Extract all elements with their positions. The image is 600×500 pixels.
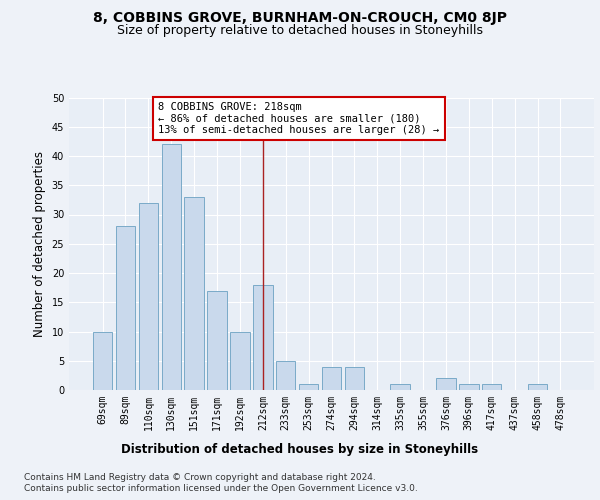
Text: 8, COBBINS GROVE, BURNHAM-ON-CROUCH, CM0 8JP: 8, COBBINS GROVE, BURNHAM-ON-CROUCH, CM0… [93, 11, 507, 25]
Bar [299, 384, 319, 390]
Bar [184, 197, 204, 390]
Bar [208, 290, 227, 390]
Bar [230, 332, 250, 390]
Bar [344, 366, 364, 390]
Bar [116, 226, 135, 390]
Bar [276, 361, 295, 390]
Bar [459, 384, 479, 390]
Bar [482, 384, 502, 390]
Bar [139, 203, 158, 390]
Bar [93, 332, 112, 390]
Bar [436, 378, 455, 390]
Text: Contains public sector information licensed under the Open Government Licence v3: Contains public sector information licen… [24, 484, 418, 493]
Bar [391, 384, 410, 390]
Bar [528, 384, 547, 390]
Bar [253, 284, 272, 390]
Bar [322, 366, 341, 390]
Text: Contains HM Land Registry data © Crown copyright and database right 2024.: Contains HM Land Registry data © Crown c… [24, 472, 376, 482]
Text: Size of property relative to detached houses in Stoneyhills: Size of property relative to detached ho… [117, 24, 483, 37]
Text: Distribution of detached houses by size in Stoneyhills: Distribution of detached houses by size … [121, 442, 479, 456]
Text: 8 COBBINS GROVE: 218sqm
← 86% of detached houses are smaller (180)
13% of semi-d: 8 COBBINS GROVE: 218sqm ← 86% of detache… [158, 102, 439, 135]
Bar [161, 144, 181, 390]
Y-axis label: Number of detached properties: Number of detached properties [33, 151, 46, 337]
